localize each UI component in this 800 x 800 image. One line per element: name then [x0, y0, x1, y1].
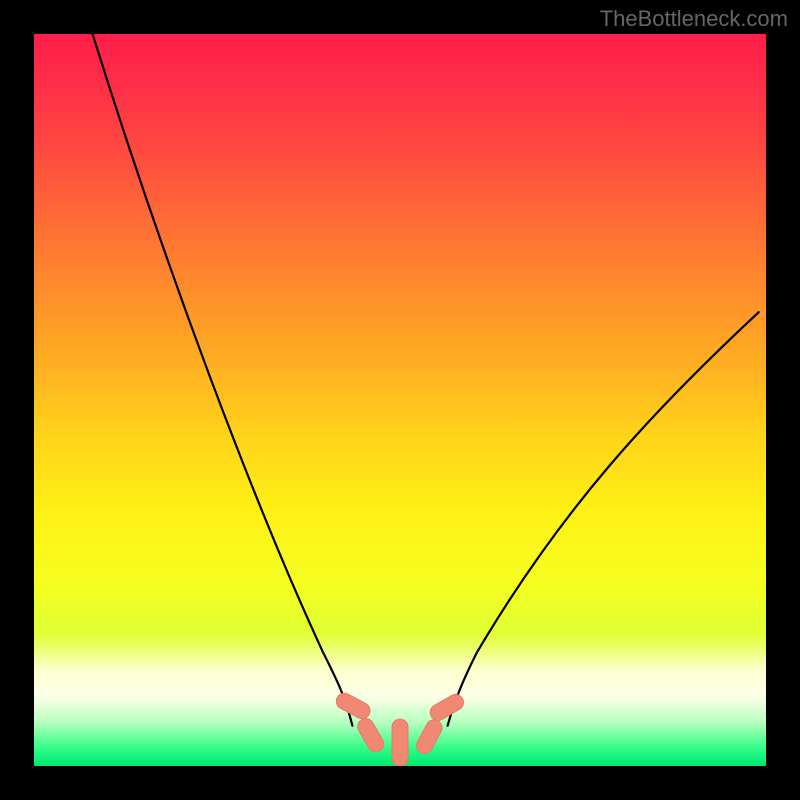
frame-border-right: [766, 0, 800, 800]
bottleneck-chart: [34, 34, 766, 766]
watermark-text: TheBottleneck.com: [600, 6, 788, 32]
frame-border-bottom: [0, 766, 800, 800]
frame-border-left: [0, 0, 34, 800]
trough-marker-2: [392, 719, 408, 766]
plot-area: [34, 34, 766, 766]
gradient-background: [34, 34, 766, 766]
